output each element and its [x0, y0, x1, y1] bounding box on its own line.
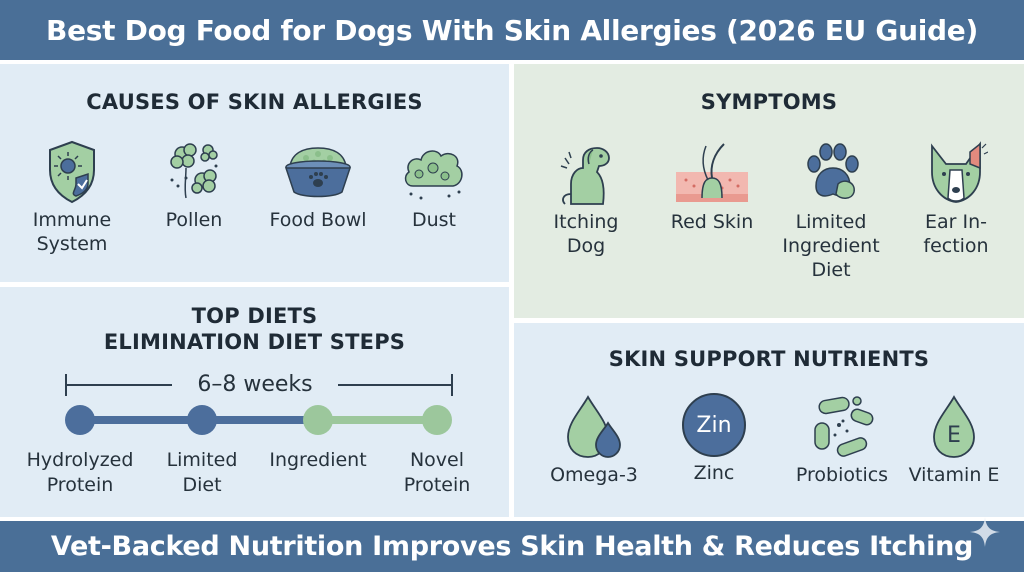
step-node-2: [187, 405, 217, 435]
cause-label-line1: Immune: [32, 209, 112, 231]
nutrient-zinc: Zin Zinc: [664, 393, 764, 485]
nutrient-probiotics: Probiotics: [782, 393, 902, 487]
nutrient-label: Zinc: [693, 462, 735, 484]
header-banner: Best Dog Food for Dogs With Skin Allergi…: [0, 0, 1024, 60]
diets-title: TOP DIETS ELIMINATION DIET STEPS: [0, 303, 509, 355]
step-label-line1: Ingredient: [269, 449, 367, 471]
vitamin-drop-icon: E: [928, 393, 980, 461]
symptom-ear-infection: Ear In- fection: [904, 138, 1008, 258]
cause-label: Food Bowl: [269, 209, 367, 231]
symptom-label-line2: fection: [923, 235, 989, 257]
page-title: Best Dog Food for Dogs With Skin Allergi…: [46, 13, 978, 47]
itching-dog-icon: [560, 147, 610, 205]
step-node-3: [303, 405, 333, 435]
elimination-timeline: [65, 374, 453, 435]
step-label-line2: Protein: [403, 474, 471, 496]
symptom-itching-dog: Itching Dog: [536, 138, 636, 258]
food-bowl-icon: [284, 147, 352, 198]
symptom-label-line2: Ingredient: [782, 235, 880, 257]
step-label-2: Limited Diet: [150, 448, 254, 498]
step-node-4: [422, 405, 452, 435]
symptom-limited-ingredient-diet: Limited Ingredient Diet: [776, 138, 886, 282]
zinc-badge-icon: Zin: [682, 393, 746, 457]
diets-title-line1: TOP DIETS: [191, 304, 318, 328]
step-label-line2: Protein: [46, 474, 114, 496]
sparkle-icon: [970, 517, 1000, 547]
symptom-label-line2: Dog: [566, 235, 606, 257]
nutrient-label: Probiotics: [795, 464, 889, 486]
step-label-4: Novel Protein: [384, 448, 490, 498]
probiotics-icon: [814, 396, 874, 457]
diets-panel: TOP DIETS ELIMINATION DIET STEPS 6–8 wee…: [0, 287, 509, 517]
nutrient-label: Omega-3: [550, 464, 638, 486]
nutrients-title: SKIN SUPPORT NUTRIENTS: [608, 347, 930, 371]
causes-panel: CAUSES OF SKIN ALLERGIES Immune System: [0, 64, 509, 282]
dog-ear-icon: [931, 141, 988, 203]
causes-title: CAUSES OF SKIN ALLERGIES: [86, 90, 423, 114]
symptom-label-line1: Limited: [795, 211, 867, 233]
drop-shape-icon: [933, 395, 975, 458]
symptom-label-line3: Diet: [811, 259, 851, 281]
cause-dust: Dust: [384, 136, 484, 232]
symptoms-panel: SYMPTOMS Itching Dog Red Skin: [514, 64, 1024, 318]
vitamin-letter: E: [947, 423, 961, 448]
cause-pollen: Pollen: [144, 136, 244, 232]
diets-title-line2: ELIMINATION DIET STEPS: [103, 330, 406, 354]
symptom-label-line1: Ear In-: [924, 211, 987, 233]
nutrient-label: Vitamin E: [908, 464, 1000, 486]
symptom-label-line1: Itching: [553, 211, 619, 233]
step-label-1: Hydrolyzed Protein: [20, 448, 140, 498]
nutrient-vitamin-e: E Vitamin E: [904, 393, 1004, 487]
oil-drops-icon: [567, 395, 621, 458]
nutrients-panel: SKIN SUPPORT NUTRIENTS Omega-3 Zin Zinc …: [514, 323, 1024, 517]
cause-label: Pollen: [165, 209, 223, 231]
cause-label: Dust: [411, 209, 457, 231]
pollen-icon: [170, 143, 218, 199]
red-skin-icon: [676, 143, 748, 202]
footer-tagline: Vet-Backed Nutrition Improves Skin Healt…: [50, 531, 974, 562]
footer-banner: Vet-Backed Nutrition Improves Skin Healt…: [0, 521, 1024, 572]
duration-label: 6–8 weeks: [197, 372, 313, 397]
dust-cloud-icon: [404, 150, 463, 200]
step-label-3: Ingredient: [258, 448, 378, 473]
paw-icon: [807, 143, 859, 199]
shield-virus-icon: [49, 140, 95, 204]
symptoms-title: SYMPTOMS: [700, 90, 838, 114]
step-label-line1: Novel: [409, 449, 465, 471]
step-node-1: [65, 405, 95, 435]
step-label-line2: Diet: [182, 474, 222, 496]
symptom-label: Red Skin: [670, 211, 754, 233]
step-label-line1: Limited: [166, 449, 238, 471]
symptom-red-skin: Red Skin: [660, 138, 764, 234]
cause-food-bowl: Food Bowl: [262, 136, 374, 232]
nutrient-omega-3: Omega-3: [544, 393, 644, 487]
step-label-line1: Hydrolyzed: [26, 449, 134, 471]
cause-immune-system: Immune System: [22, 136, 122, 256]
cause-label-line2: System: [36, 233, 108, 255]
